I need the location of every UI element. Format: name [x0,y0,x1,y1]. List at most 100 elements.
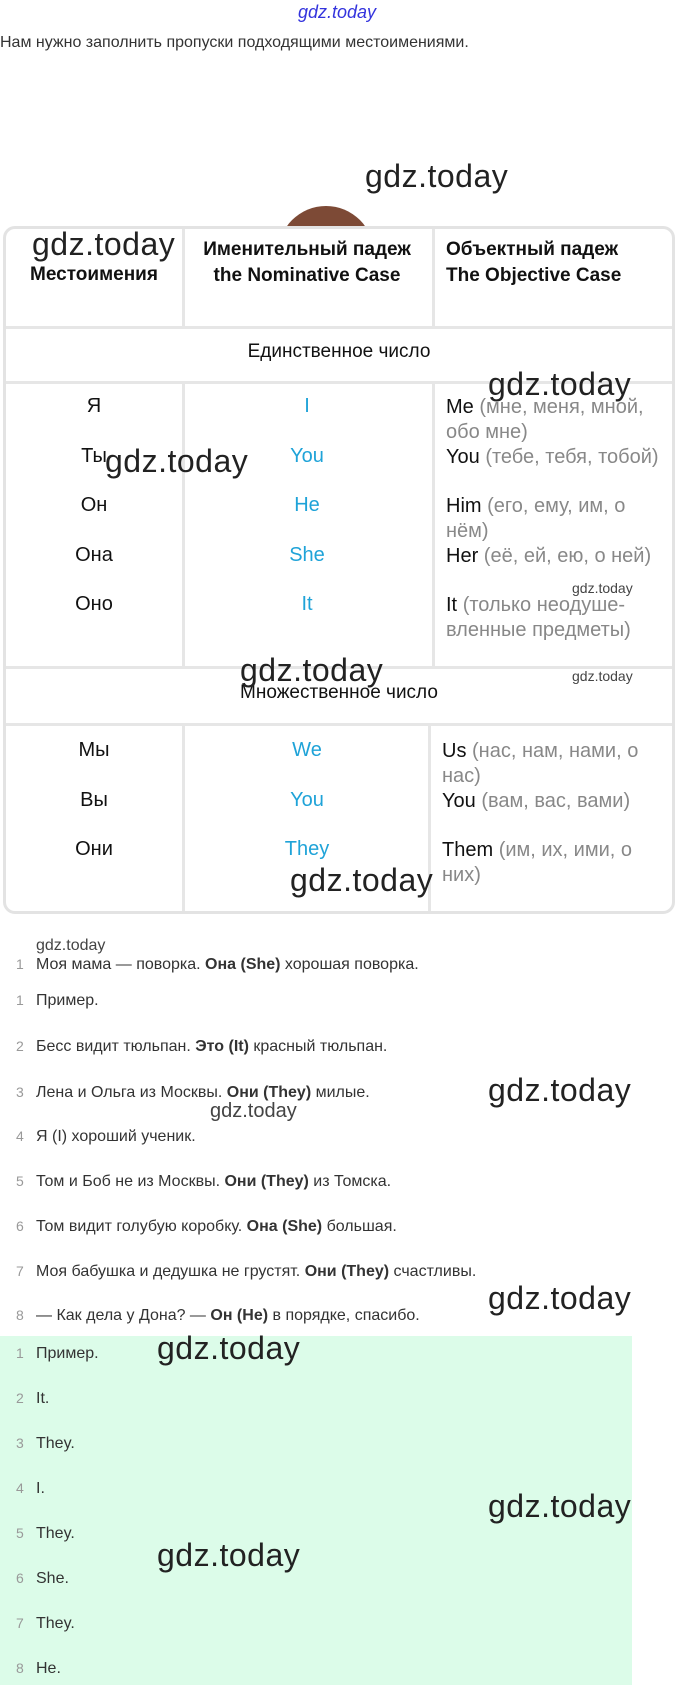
item-answer: Она (She) [246,1218,323,1235]
answer-number: 4 [16,1480,24,1496]
answer-item: 7 They. [16,1615,75,1633]
item-answer: Они (They) [304,1263,390,1280]
item-answer: Они (They) [224,1173,309,1190]
objective-note: (мне, меня, мной, обо мне) [446,396,644,443]
item-text: Том видит голубую коробку. [36,1218,247,1235]
pronoun-nominative: You [290,444,324,467]
item-text: Я (I) хороший ученик. [36,1128,196,1145]
divider [6,666,672,669]
item-text: Моя бабушка и дедушка не грустят. [36,1263,305,1280]
watermark: gdz.today [572,668,633,684]
answer-item: 8 He. [16,1660,61,1678]
pronoun-ru: Оно [75,593,113,615]
watermark: gdz.today [290,862,434,898]
pronoun-objective: You (тебе, тебя, тобой) [446,445,666,470]
answer-number: 6 [16,1570,24,1586]
objective-form: You [446,445,480,468]
answer-number: 7 [16,1615,24,1631]
pronoun-ru: Вы [80,788,108,811]
watermark: gdz.today [105,443,249,479]
answer-text: It. [36,1390,50,1407]
divider [6,381,672,384]
watermark: gdz.today [210,1100,297,1122]
objective-form: Us [442,740,467,762]
answer-item: 2 It. [16,1390,49,1408]
singular-label: Единственное число [247,341,431,362]
answer-number: 8 [16,1660,24,1676]
answer-number: 3 [16,1435,24,1451]
divider [428,723,431,911]
divider [182,381,185,666]
item-number: 6 [16,1218,24,1234]
objective-note: (только неодуше-вленные предметы) [446,594,631,641]
objective-form: It [446,594,458,616]
pronoun-nominative: She [289,543,325,566]
answer-text: They. [36,1615,75,1632]
pronoun-objective: Her (её, ей, ею, о ней) [446,544,666,569]
objective-note: (тебе, тебя, тобой) [485,445,659,468]
exercise-item: 1 Пример. [16,992,99,1010]
item-answer: Она (She) [205,956,281,973]
exercise-item: 6 Том видит голубую коробку. Она (She) бо… [16,1218,397,1236]
answer-number: 1 [16,1345,24,1361]
divider [182,723,185,911]
header-objective-ru: Объектный падеж [446,239,619,260]
pronoun-nominative: It [301,593,313,615]
item-text: Моя мама — поворка. [36,956,206,973]
item-answer: Он (He) [210,1307,269,1324]
answer-text: I. [36,1480,45,1497]
watermark: gdz.today [157,1330,301,1366]
answer-text: He. [36,1660,61,1677]
exercise-item: 8 — Как дела у Дона? — Он (He) в порядке,… [16,1307,420,1325]
pronoun-objective: Me (мне, меня, мной, обо мне) [446,395,666,445]
objective-note: (её, ей, ею, о ней) [483,544,652,567]
item-text: в порядке, спасибо. [268,1307,420,1324]
item-number: 3 [16,1084,24,1100]
item-text: — Как дела у Дона? — [36,1307,211,1324]
answer-number: 2 [16,1390,24,1406]
item-text: красный тюльпан. [248,1038,388,1055]
plural-label: Множественное число [240,682,438,703]
answer-text: They. [36,1525,75,1542]
answer-text: They. [36,1435,75,1452]
objective-note: (его, ему, им, о нём) [446,495,626,542]
answer-item: 6 She. [16,1570,69,1588]
item-text: милые. [311,1084,370,1101]
header-objective-en: The Objective Case [446,265,622,286]
item-number: 8 [16,1307,24,1323]
objective-form: Me [446,396,474,418]
header-nominative: Именительный падеж the Nominative Case [182,237,432,289]
watermark: gdz.today [157,1537,301,1573]
exercise-item: 1 Моя мама — поворка. Она (She) хорошая п… [16,956,419,974]
objective-form: You [442,789,476,812]
exercise-item: 4 Я (I) хороший ученик. [16,1128,196,1146]
answer-number: 5 [16,1525,24,1541]
item-number: 5 [16,1173,24,1189]
objective-form: Him [446,495,482,517]
pronoun-objective: You (вам, вас, вами) [442,789,662,814]
answer-item: 3 They. [16,1435,75,1453]
header-nominative-en: the Nominative Case [213,265,401,286]
pronoun-nominative: We [292,739,322,761]
watermark: gdz.today [240,652,384,688]
pronoun-objective: Them (им, их, ими, о них) [442,838,662,888]
answer-text: Пример. [36,1345,99,1362]
header-objective: Объектный падеж The Objective Case [446,237,621,289]
objective-form: Them [442,839,494,861]
pronoun-nominative: I [304,395,310,417]
watermark: gdz.today [488,366,632,402]
intro-text: Нам нужно заполнить пропуски подходящими… [0,34,469,51]
pronoun-ru: Он [80,494,108,516]
pronoun-table: Местоимения Именительный падеж the Nomin… [3,226,675,914]
item-number: 2 [16,1038,24,1054]
divider [432,229,435,326]
pronoun-nominative: You [290,788,324,811]
watermark: gdz.today [488,1072,632,1108]
pronoun-ru: Мы [78,739,110,761]
objective-form: Her [446,544,479,567]
pronoun-ru: Они [75,838,113,860]
item-text: Том и Боб не из Москвы. [36,1173,225,1190]
item-answer: Это (It) [195,1038,249,1055]
divider [182,229,185,326]
watermark: gdz.today [572,580,633,596]
